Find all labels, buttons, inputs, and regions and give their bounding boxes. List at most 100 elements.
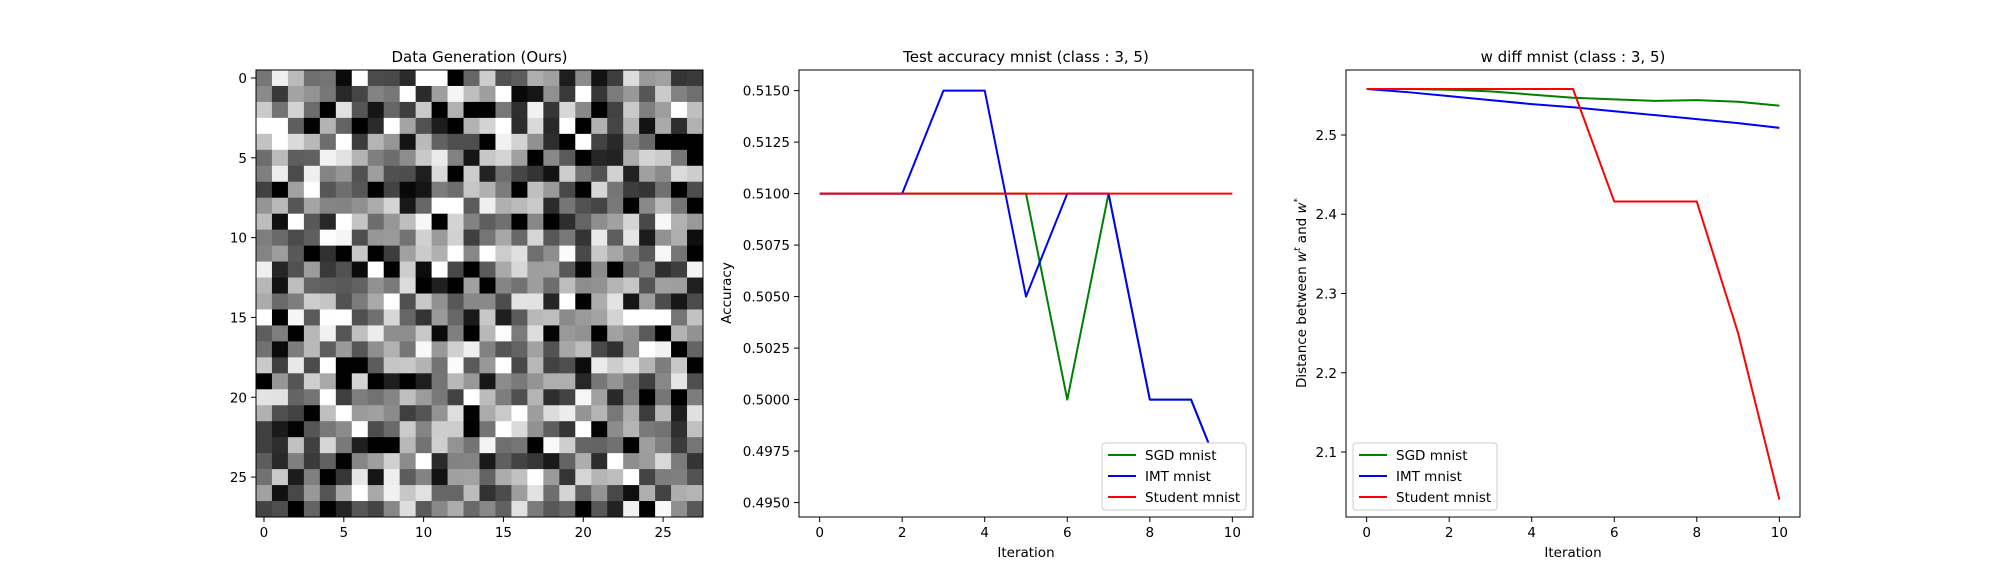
heatmap-cell: [287, 485, 305, 502]
heatmap-cell: [335, 405, 353, 422]
heatmap-cell: [559, 373, 576, 390]
heatmap-cell: [607, 85, 624, 103]
heatmap-cell: [399, 245, 417, 262]
y-tick-label: 0.5050: [743, 290, 790, 306]
heatmap-cell: [687, 437, 704, 454]
heatmap-cell: [527, 405, 544, 422]
heatmap-cell: [431, 277, 448, 294]
heatmap-cell: [351, 373, 369, 390]
heatmap-cell: [687, 389, 704, 406]
heatmap-cell: [671, 341, 688, 358]
heatmap-cell: [591, 261, 608, 278]
heatmap-cell: [335, 325, 353, 342]
heatmap-cell: [543, 421, 560, 438]
heatmap-cell: [495, 245, 512, 262]
heatmap-cell: [463, 389, 480, 406]
heatmap-cell: [575, 181, 592, 199]
x-tick-label: 8: [1693, 525, 1702, 541]
heatmap-cell: [383, 405, 401, 422]
heatmap-cell: [447, 373, 464, 390]
heatmap-cell: [431, 373, 448, 390]
heatmap-cell: [527, 341, 544, 358]
y-tick-label: 2.3: [1316, 287, 1337, 303]
heatmap-cell: [655, 101, 672, 119]
heatmap-cell: [623, 165, 640, 183]
heatmap-cell: [639, 277, 656, 294]
heatmap-cell: [256, 229, 273, 246]
heatmap-cell: [415, 405, 432, 422]
accuracy-ylabel: Accuracy: [719, 262, 735, 324]
heatmap-cell: [463, 149, 480, 167]
heatmap-cell: [319, 405, 337, 422]
heatmap-cell: [527, 373, 544, 390]
heatmap-cell: [687, 341, 704, 358]
heatmap-cell: [367, 485, 385, 502]
heatmap-cell: [256, 357, 273, 374]
heatmap-cell: [447, 117, 464, 135]
heatmap-cell: [447, 453, 464, 470]
heatmap-cell: [495, 373, 512, 390]
heatmap-cell: [399, 357, 417, 374]
heatmap-cell: [399, 181, 417, 199]
heatmap-cell: [495, 213, 512, 231]
heatmap-cell: [463, 405, 480, 422]
heatmap-cell: [687, 197, 704, 215]
heatmap-cell: [511, 229, 528, 246]
heatmap-cell: [527, 133, 544, 151]
heatmap-cell: [575, 357, 592, 374]
x-tick-label: 2: [898, 525, 907, 541]
accuracy-xlabel: Iteration: [997, 545, 1054, 561]
heatmap-cell: [575, 277, 592, 294]
heatmap-cell: [495, 341, 512, 358]
heatmap-cell: [575, 293, 592, 310]
heatmap-cell: [335, 501, 353, 518]
heatmap-cell: [543, 165, 560, 183]
heatmap-cell: [543, 469, 560, 486]
heatmap-cell: [271, 133, 289, 151]
heatmap-cell: [591, 70, 608, 87]
heatmap-cell: [527, 101, 544, 119]
heatmap-cell: [479, 70, 496, 87]
heatmap-cell: [256, 341, 273, 358]
heatmap-cell: [287, 341, 305, 358]
heatmap-cell: [511, 197, 528, 215]
heatmap-cell: [415, 453, 432, 470]
heatmap-cell: [271, 85, 289, 103]
heatmap-cell: [431, 133, 448, 151]
heatmap-cell: [463, 165, 480, 183]
heatmap-cell: [431, 261, 448, 278]
heatmap-cell: [607, 373, 624, 390]
heatmap-cell: [399, 469, 417, 486]
heatmap-cell: [671, 469, 688, 486]
heatmap-cell: [559, 261, 576, 278]
heatmap-cell: [431, 181, 448, 199]
heatmap-cell: [639, 469, 656, 486]
heatmap-cell: [671, 117, 688, 135]
heatmap-cell: [256, 293, 273, 310]
heatmap-cell: [447, 165, 464, 183]
heatmap-cell: [399, 133, 417, 151]
heatmap-cell: [607, 341, 624, 358]
heatmap-cell: [479, 277, 496, 294]
heatmap-cell: [639, 389, 656, 406]
heatmap-cell: [335, 357, 353, 374]
heatmap-cell: [511, 485, 528, 502]
heatmap-cell: [287, 245, 305, 262]
heatmap-cell: [367, 229, 385, 246]
heatmap-cell: [527, 469, 544, 486]
accuracy-frame: [798, 69, 1254, 518]
heatmap-cell: [303, 421, 321, 438]
heatmap-cell: [447, 341, 464, 358]
heatmap-cell: [495, 501, 512, 518]
heatmap-cell: [639, 261, 656, 278]
heatmap-cell: [543, 85, 560, 103]
heatmap-cell: [415, 245, 432, 262]
heatmap-cell: [335, 373, 353, 390]
heatmap-cell: [463, 437, 480, 454]
heatmap-cell: [399, 437, 417, 454]
heatmap-cell: [383, 213, 401, 231]
heatmap-cell: [319, 261, 337, 278]
heatmap-cell: [655, 213, 672, 231]
heatmap-cell: [527, 357, 544, 374]
heatmap-cell: [335, 389, 353, 406]
